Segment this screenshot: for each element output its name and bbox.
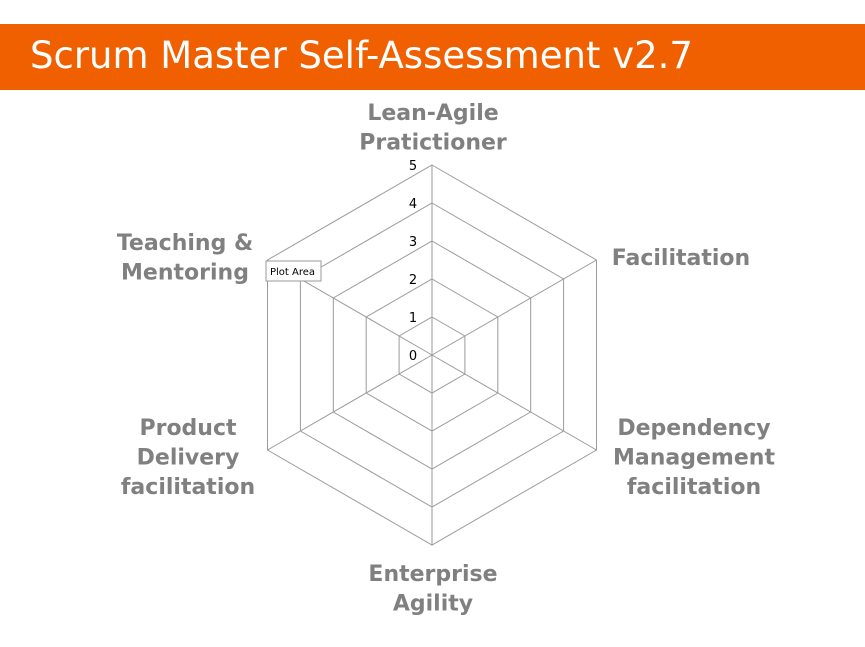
tick-label-1: 1 <box>409 311 417 326</box>
category-label-1: Lean-Agile Pratictioner <box>359 101 507 156</box>
category-label-6: Teaching & Mentoring <box>117 231 253 286</box>
category-labels: Lean-Agile Pratictioner Facilitation Depend… <box>117 101 776 617</box>
page-title: Scrum Master Self-Assessment v2.7 <box>30 34 693 77</box>
tooltip-box <box>265 260 322 282</box>
tick-label-2: 2 <box>409 273 417 288</box>
category-label-4: Enterprise Agility <box>368 562 497 617</box>
plot-area-tooltip: Plot Area <box>265 260 322 282</box>
tick-label-3: 3 <box>409 235 417 250</box>
grid-spoke-3 <box>431 354 597 451</box>
tooltip-text: Plot Area <box>270 267 315 278</box>
radar-grid <box>267 164 597 546</box>
radial-tick-labels: 0 1 2 3 4 5 <box>409 159 417 364</box>
tick-label-5: 5 <box>409 159 417 174</box>
category-label-5: Product Delivery facilitation <box>121 416 255 500</box>
category-label-2: Facilitation <box>612 246 750 271</box>
category-label-3: Dependency Management facilitation <box>613 416 775 500</box>
grid-spoke-5 <box>267 354 433 451</box>
title-bar: Scrum Master Self-Assessment v2.7 <box>0 24 865 90</box>
grid-spoke-2 <box>431 259 597 356</box>
tick-label-4: 4 <box>409 197 417 212</box>
tick-label-0: 0 <box>409 349 417 364</box>
